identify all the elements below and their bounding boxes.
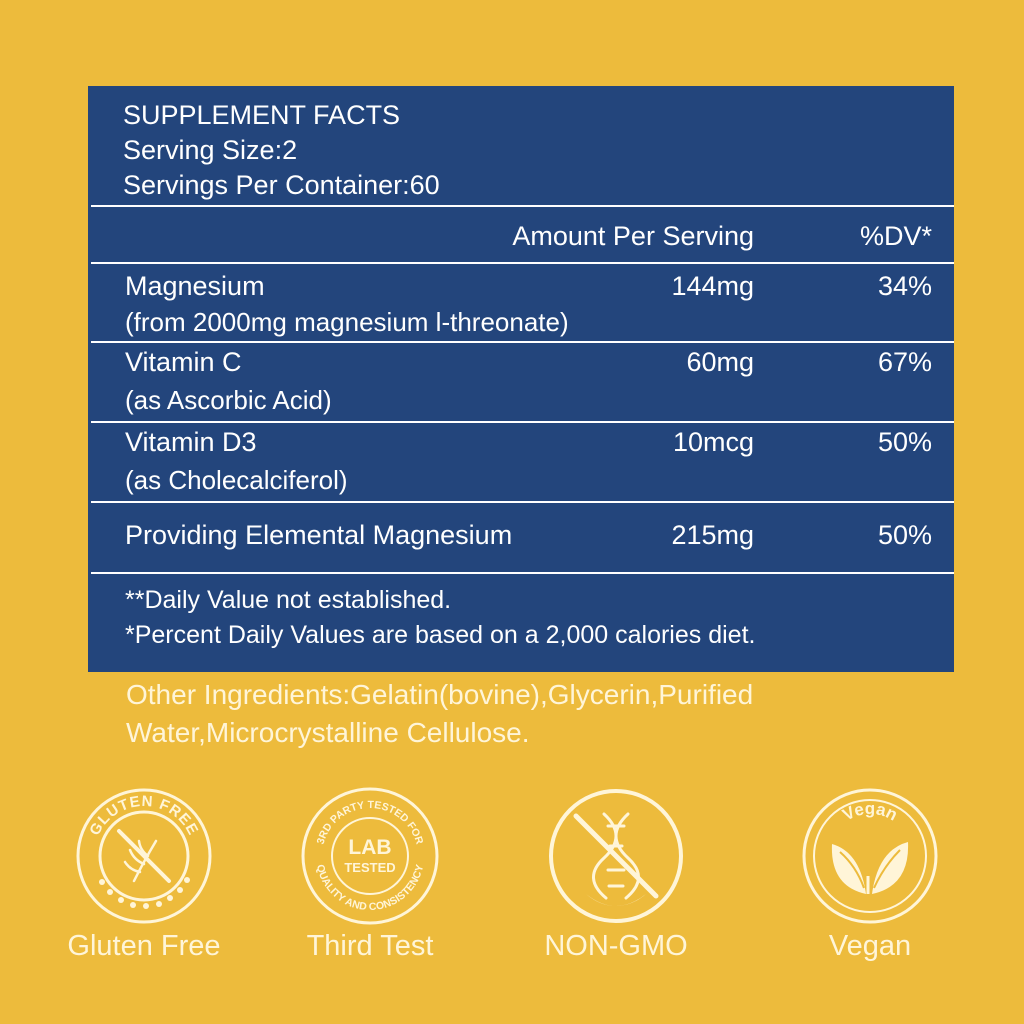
nutrient-source: (as Cholecalciferol) xyxy=(125,465,348,495)
footnotes: **Daily Value not established. *Percent … xyxy=(125,583,755,653)
vegan-badge: Vegan xyxy=(800,786,940,926)
nutrient-name: Vitamin C xyxy=(125,347,242,377)
servings-per-container: Servings Per Container:60 xyxy=(123,170,440,200)
gluten-free-label: Gluten Free xyxy=(67,930,221,962)
divider xyxy=(91,501,954,503)
lab-tested-badge: 3RD PARTY TESTED FOR QUALITY AND CONSIST… xyxy=(300,786,440,926)
facts-title: SUPPLEMENT FACTS xyxy=(123,100,401,130)
divider xyxy=(91,205,954,207)
lab-center-text: LAB xyxy=(348,836,391,859)
amount-column-header: Amount Per Serving xyxy=(512,221,754,251)
footnote-daily-value: **Daily Value not established. xyxy=(125,586,452,614)
svg-text:Vegan: Vegan xyxy=(839,799,900,825)
divider xyxy=(91,341,954,343)
non-gmo-icon xyxy=(549,789,683,923)
nutrient-name: Vitamin D3 xyxy=(125,427,257,457)
vegan-label: Vegan xyxy=(828,930,912,962)
divider xyxy=(91,421,954,423)
supplement-facts-panel: SUPPLEMENT FACTS Serving Size:2 Servings… xyxy=(88,86,954,672)
nutrient-amount: 144mg xyxy=(671,271,754,301)
divider xyxy=(91,262,954,264)
svg-text:GLUTEN FREE: GLUTEN FREE xyxy=(86,793,201,839)
lab-tested-icon: 3RD PARTY TESTED FOR QUALITY AND CONSIST… xyxy=(301,787,439,925)
vegan-leaf-icon: Vegan xyxy=(802,788,938,924)
third-test-label: Third Test xyxy=(306,930,434,962)
footnote-percent: *Percent Daily Values are based on a 2,0… xyxy=(125,621,756,649)
gluten-free-icon: GLUTEN FREE xyxy=(76,788,212,924)
nutrient-dv: 34% xyxy=(877,271,932,301)
non-gmo-label: NON-GMO xyxy=(544,930,688,962)
nutrient-amount: 10mcg xyxy=(672,427,754,457)
nutrient-amount: 215mg xyxy=(671,520,754,550)
divider xyxy=(91,572,954,574)
facts-header: SUPPLEMENT FACTS Serving Size:2 Servings… xyxy=(123,98,440,203)
nutrient-name: Magnesium xyxy=(125,271,265,301)
nutrient-source: (from 2000mg magnesium l-threonate) xyxy=(125,307,569,337)
nutrient-dv: 50% xyxy=(877,427,932,457)
nutrient-source: (as Ascorbic Acid) xyxy=(125,385,332,415)
nutrient-dv: 67% xyxy=(877,347,932,377)
dv-column-header: %DV* xyxy=(859,221,932,251)
non-gmo-badge xyxy=(546,786,686,926)
gluten-free-badge: GLUTEN FREE xyxy=(74,786,214,926)
nutrient-dv: 50% xyxy=(877,520,932,550)
serving-size: Serving Size:2 xyxy=(123,135,298,165)
tested-center-text: TESTED xyxy=(344,860,395,875)
nutrient-amount: 60mg xyxy=(686,347,754,377)
other-ingredients: Other Ingredients:Gelatin(bovine),Glycer… xyxy=(126,679,754,748)
gluten-free-ring-text: GLUTEN FREE xyxy=(86,793,200,839)
nutrient-name: Providing Elemental Magnesium xyxy=(125,520,513,550)
vegan-ring-text: Vegan xyxy=(839,799,900,825)
